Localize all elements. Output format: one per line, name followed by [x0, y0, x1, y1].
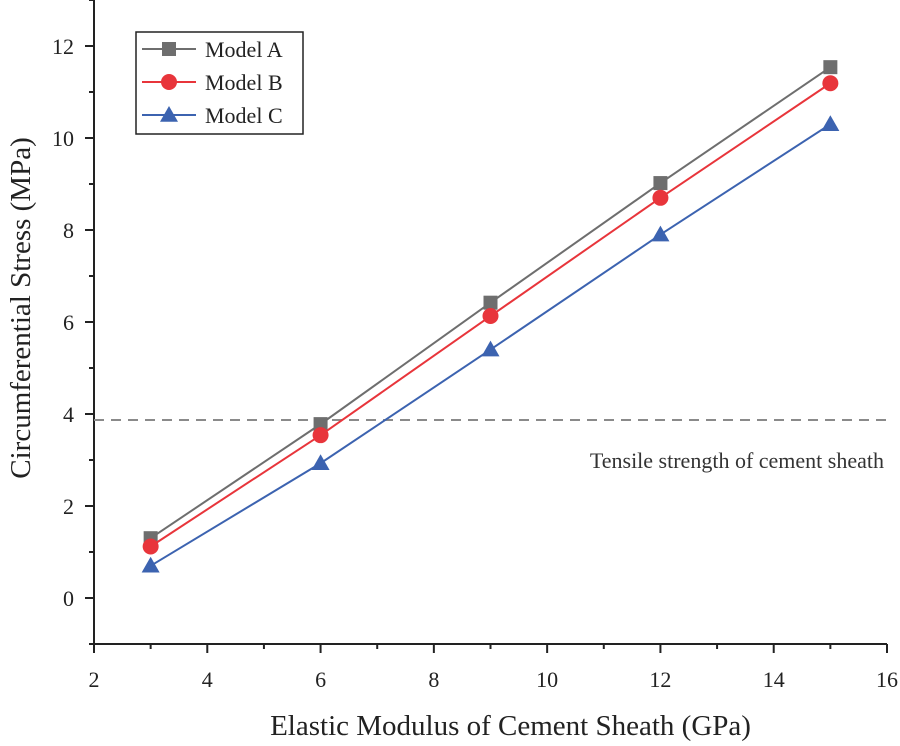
y-axis-title: Circumferential Stress (MPa)	[5, 137, 37, 478]
y-tick-label: 10	[52, 126, 74, 151]
data-point	[311, 454, 330, 470]
axes: 2 4 6 8 10 12 14 16 0 2 4 6 8 10 12	[52, 0, 898, 692]
data-point	[481, 340, 500, 357]
legend-item: Model C	[142, 103, 283, 128]
data-point	[141, 556, 160, 573]
legend-item: Model B	[142, 70, 283, 95]
legend: Model A Model B Model C	[135, 31, 304, 135]
x-tick-label: 8	[428, 667, 439, 692]
x-tick-label: 14	[763, 667, 785, 692]
series-model-b	[142, 75, 839, 555]
x-tick-label: 16	[876, 667, 898, 692]
data-point	[821, 115, 840, 131]
legend-marker	[161, 74, 177, 90]
y-tick-label: 0	[63, 586, 74, 611]
x-axis-title: Elastic Modulus of Cement Sheath (GPa)	[270, 710, 751, 742]
reference-line-group: Tensile strength of cement sheath	[94, 418, 887, 473]
reference-line-label: Tensile strength of cement sheath	[590, 448, 884, 473]
data-point	[482, 308, 499, 325]
series-model-c	[141, 115, 840, 573]
data-point	[653, 176, 668, 191]
legend-marker	[160, 106, 178, 122]
data-point	[823, 60, 838, 75]
data-point	[822, 75, 839, 92]
legend-item: Model A	[142, 37, 283, 62]
legend-marker	[162, 42, 176, 56]
data-point	[651, 225, 670, 242]
legend-label: Model C	[205, 103, 283, 128]
y-tick-label: 12	[52, 34, 74, 59]
series-group	[141, 60, 840, 573]
y-tick-label: 8	[63, 218, 74, 243]
data-point	[312, 427, 329, 444]
x-tick-label: 2	[89, 667, 100, 692]
data-point	[483, 295, 498, 310]
y-tick-label: 6	[63, 310, 74, 335]
x-tick-label: 12	[649, 667, 671, 692]
legend-label: Model B	[205, 70, 283, 95]
data-point	[652, 189, 669, 206]
data-point	[313, 417, 328, 432]
x-tick-label: 6	[315, 667, 326, 692]
legend-label: Model A	[205, 37, 283, 62]
x-tick-label: 4	[202, 667, 213, 692]
y-tick-label: 2	[63, 494, 74, 519]
data-point	[142, 538, 159, 555]
x-tick-label: 10	[536, 667, 558, 692]
y-tick-label: 4	[63, 402, 74, 427]
